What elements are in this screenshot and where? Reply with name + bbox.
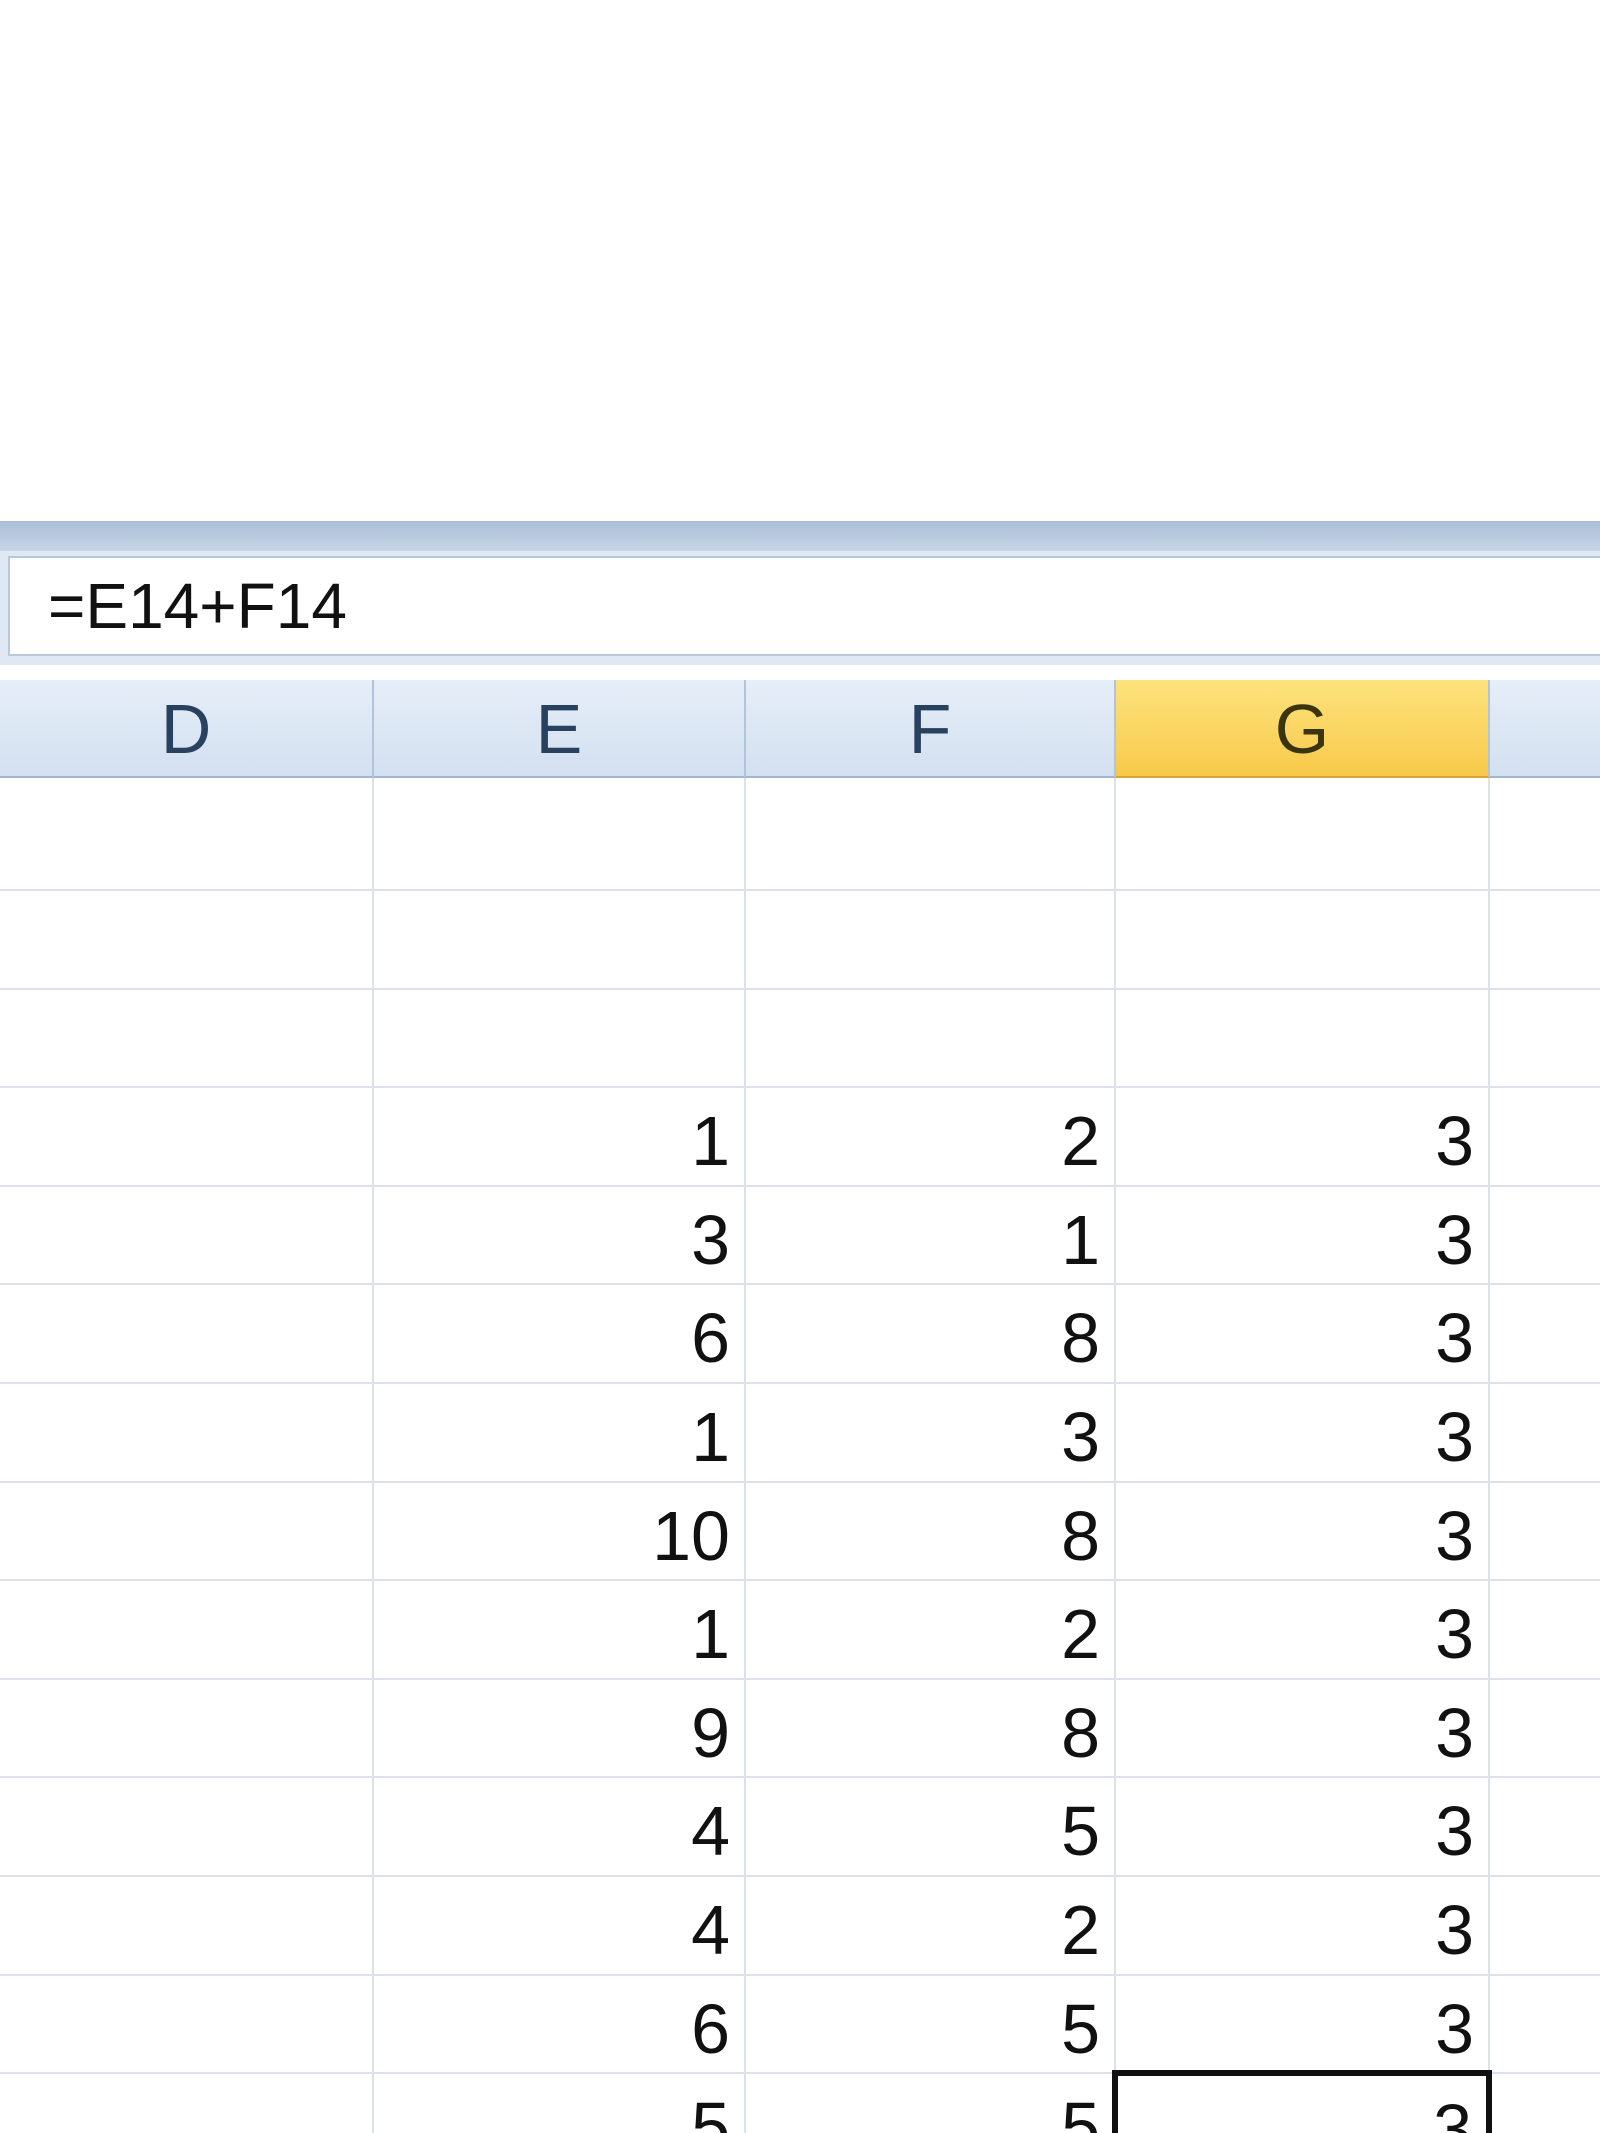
cell[interactable]: [0, 1384, 374, 1483]
cell[interactable]: 9: [374, 1679, 746, 1779]
cell[interactable]: [1490, 1285, 1600, 1384]
column-header[interactable]: E: [374, 680, 746, 778]
toolbar-edge: [0, 521, 1600, 551]
cell[interactable]: 5: [746, 2074, 1116, 2133]
cell[interactable]: [0, 1877, 374, 1976]
column-header[interactable]: G: [1116, 680, 1490, 778]
cell[interactable]: [0, 1088, 374, 1187]
cell[interactable]: 3: [374, 1186, 746, 1286]
cell[interactable]: 1: [746, 1186, 1116, 1286]
cell[interactable]: [0, 1285, 374, 1384]
cell[interactable]: [1490, 1088, 1600, 1187]
cell[interactable]: 3: [1116, 1679, 1490, 1779]
cell[interactable]: [0, 989, 374, 1089]
cell[interactable]: 8: [746, 1679, 1116, 1779]
column-header[interactable]: D: [0, 680, 374, 778]
cell[interactable]: [0, 1581, 374, 1680]
cell[interactable]: [1490, 1680, 1600, 1779]
cell[interactable]: [374, 891, 746, 990]
cell[interactable]: 5: [746, 1778, 1116, 1877]
cell[interactable]: [746, 891, 1116, 990]
cell[interactable]: 3: [1112, 2070, 1492, 2133]
cell[interactable]: [1490, 1384, 1600, 1483]
formula-bar[interactable]: [8, 556, 1600, 656]
cell[interactable]: 3: [1116, 1975, 1490, 2075]
cell[interactable]: [374, 989, 746, 1089]
cell[interactable]: 3: [1116, 1285, 1490, 1384]
cell[interactable]: 3: [1116, 1877, 1490, 1976]
cell[interactable]: [746, 778, 1116, 891]
cell[interactable]: 5: [374, 2074, 746, 2133]
cell[interactable]: 2: [746, 1877, 1116, 1976]
cell[interactable]: [1490, 2074, 1600, 2133]
cell[interactable]: [0, 1186, 374, 1286]
cell[interactable]: 3: [1116, 1581, 1490, 1680]
cell[interactable]: 4: [374, 1877, 746, 1976]
cell[interactable]: [1490, 891, 1600, 990]
column-header[interactable]: F: [746, 680, 1116, 778]
cell[interactable]: [1490, 778, 1600, 891]
cell[interactable]: 4: [374, 1778, 746, 1877]
cell[interactable]: 3: [1116, 1088, 1490, 1187]
column-header[interactable]: [1490, 680, 1600, 778]
cell[interactable]: [746, 989, 1116, 1089]
cell[interactable]: [0, 1679, 374, 1779]
cell[interactable]: 3: [746, 1384, 1116, 1483]
cell[interactable]: [1490, 1581, 1600, 1680]
cell[interactable]: [1490, 1877, 1600, 1976]
cell[interactable]: 2: [746, 1581, 1116, 1680]
cell[interactable]: 3: [1116, 1778, 1490, 1877]
cell[interactable]: [1116, 778, 1490, 891]
cell[interactable]: 10: [374, 1482, 746, 1582]
cell[interactable]: 6: [374, 1975, 746, 2075]
cell[interactable]: 8: [746, 1285, 1116, 1384]
cell[interactable]: [0, 1975, 374, 2075]
cell[interactable]: [1490, 1483, 1600, 1582]
cell[interactable]: 5: [746, 1975, 1116, 2075]
cell[interactable]: 6: [374, 1285, 746, 1384]
cell[interactable]: [0, 778, 374, 891]
cell[interactable]: 8: [746, 1482, 1116, 1582]
cell[interactable]: 2: [746, 1088, 1116, 1187]
cell[interactable]: 3: [1116, 1384, 1490, 1483]
formula-text: =E14+F14: [48, 570, 347, 642]
cell[interactable]: [0, 1778, 374, 1877]
cell[interactable]: 1: [374, 1581, 746, 1680]
cell[interactable]: [0, 1482, 374, 1582]
cell[interactable]: [1116, 989, 1490, 1089]
cell[interactable]: [1490, 990, 1600, 1089]
cell[interactable]: 1: [374, 1088, 746, 1187]
cell[interactable]: [1490, 1976, 1600, 2075]
cell[interactable]: [0, 2074, 374, 2133]
cell[interactable]: [1116, 891, 1490, 990]
cell[interactable]: [374, 778, 746, 891]
cell[interactable]: 1: [374, 1384, 746, 1483]
cell[interactable]: [1490, 1187, 1600, 1286]
cell[interactable]: 3: [1116, 1482, 1490, 1582]
cell[interactable]: [1490, 1778, 1600, 1877]
cell[interactable]: 3: [1116, 1186, 1490, 1286]
cell[interactable]: [0, 891, 374, 990]
